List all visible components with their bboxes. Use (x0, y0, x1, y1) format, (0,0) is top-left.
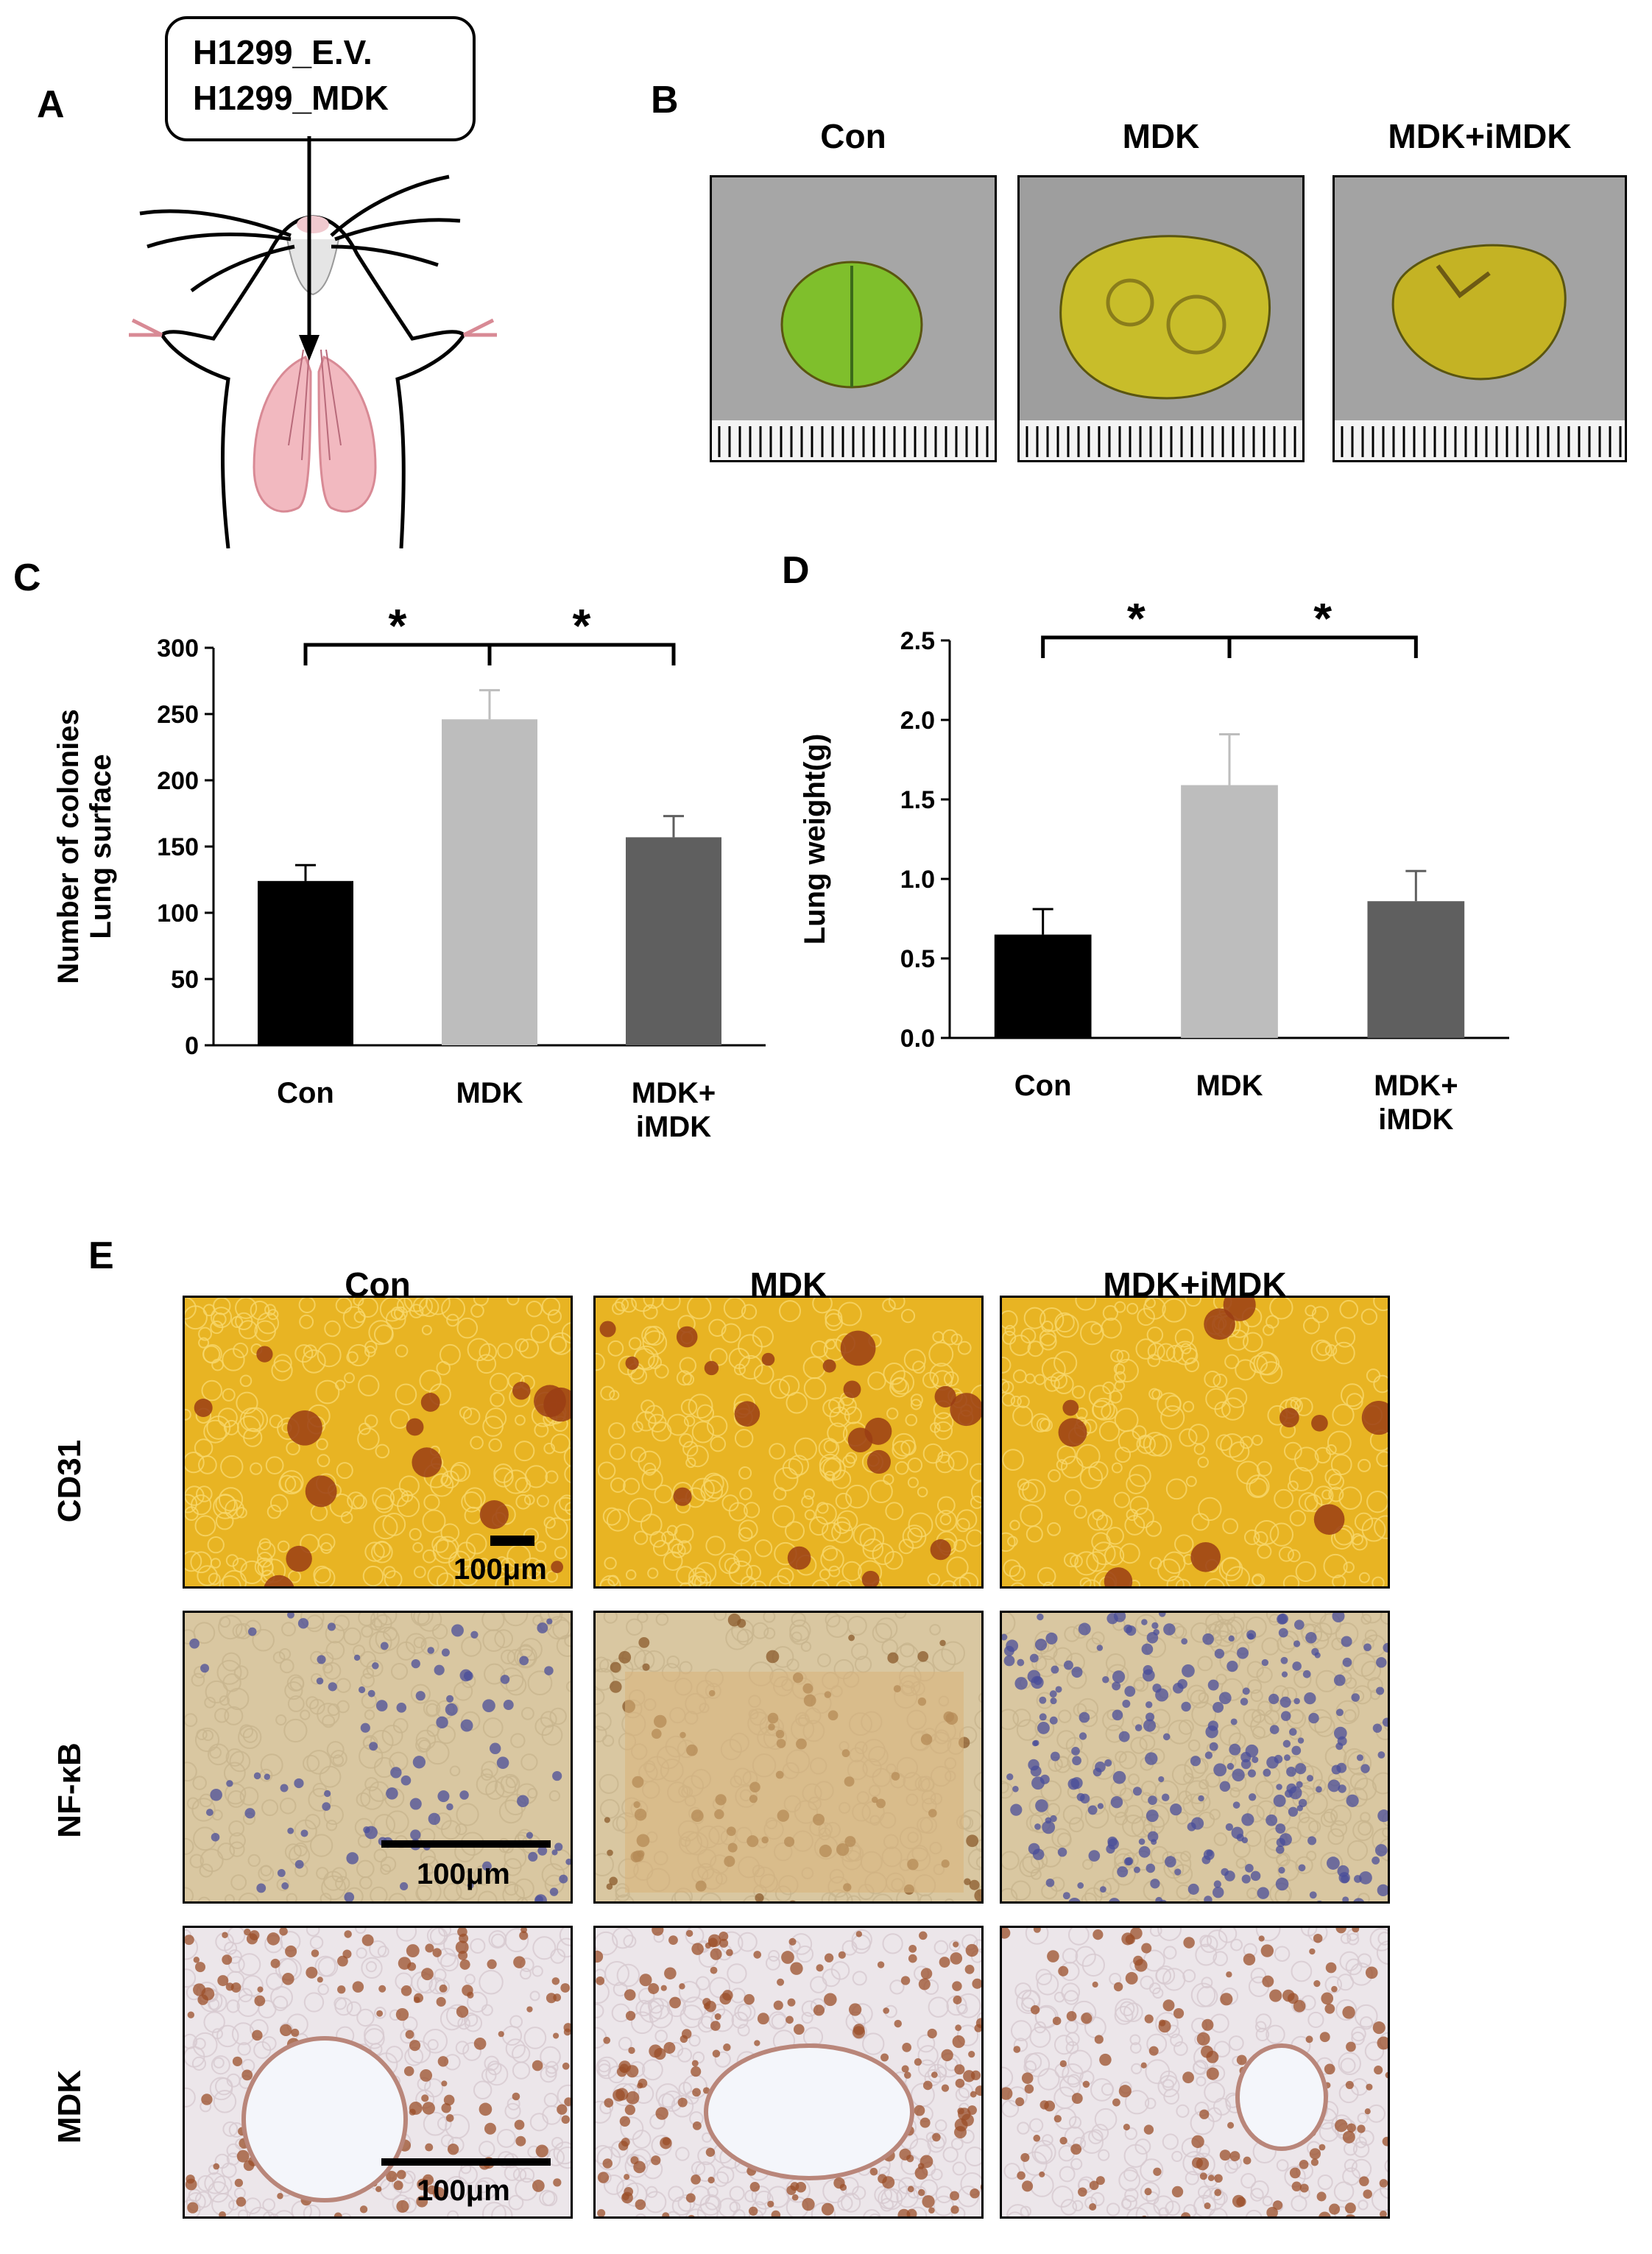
mouse-illustration (129, 136, 497, 548)
y-tick-label: 300 (157, 635, 199, 663)
bar (626, 837, 721, 1045)
chart-colonies: 0 50 100 150 200 250 300 Number of colonies Lung… (52, 604, 766, 1143)
histology-nfkb-con (183, 1611, 573, 1904)
y-tick-label: 150 (157, 833, 199, 861)
histology-mdk-con (183, 1926, 573, 2219)
bar (442, 719, 537, 1045)
row-label-mdk: MDK (52, 2069, 88, 2144)
histology-nfkb-mdk-imdk (1000, 1611, 1390, 1904)
header-b-con: Con (820, 117, 886, 155)
photo-lung-mdk (1017, 175, 1305, 462)
x-tick-label: MDK (456, 1077, 523, 1109)
significance-star: * (1127, 604, 1146, 645)
panel-label-b: B (651, 79, 679, 121)
y-tick-label: 1.5 (900, 786, 935, 814)
y-tick-label: 100 (157, 900, 199, 928)
panel-label-a: A (37, 83, 65, 126)
header-b-mdk-imdk: MDK+iMDK (1388, 117, 1572, 155)
scale-bar-mdk (381, 2158, 551, 2166)
y-tick-label: 2.0 (900, 707, 935, 735)
x-tick-label: MDK+ (632, 1077, 716, 1109)
y-tick-label: 200 (157, 767, 199, 795)
header-b-mdk: MDK (1122, 117, 1200, 155)
histology-nfkb-mdk (593, 1611, 984, 1904)
x-tick-label: MDK (1196, 1070, 1263, 1102)
injection-line-2: H1299_MDK (193, 79, 389, 117)
y-tick-label: 1.0 (900, 866, 935, 894)
panel-label-e: E (88, 1234, 114, 1277)
y-tick-label: 250 (157, 701, 199, 729)
scale-label-cd31: 100μm (453, 1553, 547, 1586)
x-tick-label: MDK+ (1374, 1070, 1458, 1102)
x-tick-label: Con (1014, 1070, 1072, 1102)
lung-specimen-mdk-imdk (1391, 244, 1567, 381)
photo-lung-con (710, 175, 997, 462)
significance-bracket (487, 643, 676, 665)
y-tick-label: 2.5 (900, 627, 935, 655)
injection-bubble: H1299_E.V. H1299_MDK (165, 16, 476, 141)
chart-lung-weight: 0.0 0.5 1.0 1.5 2.0 2.5 Lung weight(g) Con MDK MD… (799, 604, 1509, 1136)
bar (994, 934, 1092, 1038)
bar (1367, 901, 1465, 1038)
y-tick-label: 0 (185, 1032, 199, 1060)
histology-mdk-mdk (593, 1926, 984, 2219)
significance-star: * (389, 604, 407, 652)
y-tick-label: 0.5 (900, 945, 935, 973)
panel-label-d: D (782, 549, 810, 592)
y-tick-label: 50 (171, 966, 199, 994)
significance-star: * (573, 604, 591, 652)
histology-cd31-mdk (593, 1296, 984, 1589)
y-tick-label: 0.0 (900, 1025, 935, 1053)
lung-specimen-mdk (1059, 235, 1271, 400)
panel-label-c: C (13, 557, 41, 599)
bar (1181, 785, 1278, 1038)
histology-mdk-mdk-imdk (1000, 1926, 1390, 2219)
y-axis-label: Number of colonies (52, 709, 85, 983)
y-axis-label: Lung weight(g) (799, 734, 831, 945)
x-tick-label: Con (277, 1077, 334, 1109)
x-tick-label: iMDK (1378, 1103, 1453, 1136)
significance-star: * (1313, 604, 1332, 645)
histology-cd31-mdk-imdk (1000, 1296, 1390, 1589)
scale-bar-nfkb (381, 1840, 551, 1848)
row-label-cd31: CD31 (52, 1439, 88, 1523)
scale-label-nfkb: 100μm (417, 1858, 510, 1890)
scale-label-mdk: 100μm (417, 2174, 510, 2207)
x-tick-label: iMDK (636, 1111, 711, 1143)
row-label-nfkb: NF-κB (52, 1742, 88, 1838)
photo-lung-mdk-imdk (1332, 175, 1627, 462)
y-axis-label: Lung surface (85, 754, 117, 939)
significance-bracket (1227, 635, 1418, 658)
injection-line-1: H1299_E.V. (193, 33, 373, 71)
scale-bar-cd31 (490, 1536, 534, 1546)
bar (258, 880, 353, 1045)
